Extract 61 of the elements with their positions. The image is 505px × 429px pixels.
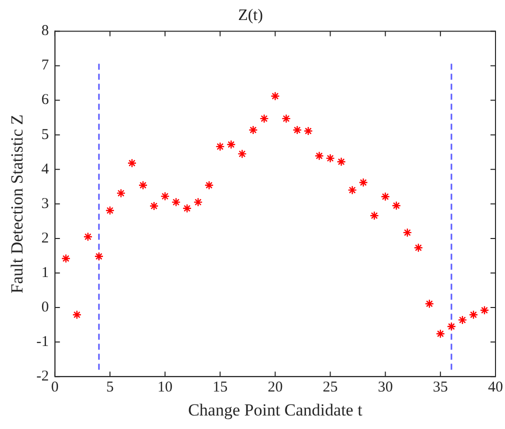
y-tick-label: 8 <box>41 23 49 40</box>
point <box>336 157 346 166</box>
point <box>248 125 258 135</box>
y-tick-label: 4 <box>41 161 50 178</box>
y-tick-label: 5 <box>41 126 49 143</box>
y-tick-label: 0 <box>41 299 49 316</box>
point <box>149 201 159 211</box>
point <box>138 180 148 190</box>
point <box>348 185 357 195</box>
point <box>326 154 335 163</box>
y-tick-label: -1 <box>36 334 49 350</box>
point <box>116 188 126 198</box>
point <box>127 158 137 168</box>
point <box>392 201 401 210</box>
point <box>94 252 104 261</box>
point <box>238 149 247 158</box>
point <box>414 243 423 252</box>
point <box>446 322 456 332</box>
point <box>292 125 302 135</box>
point <box>260 114 269 124</box>
x-tick-label: 35 <box>432 380 448 396</box>
point <box>171 198 181 207</box>
point <box>370 211 379 220</box>
x-tick-label: 10 <box>158 380 173 396</box>
point <box>314 151 324 160</box>
point <box>270 92 280 101</box>
y-tick-label: 3 <box>41 196 49 212</box>
point <box>226 140 236 150</box>
point <box>304 126 313 136</box>
y-tick-label: 1 <box>41 264 49 281</box>
y-tick-label: 6 <box>41 92 50 108</box>
x-tick-label: 5 <box>106 380 114 396</box>
point <box>436 329 446 338</box>
point <box>105 206 115 216</box>
point <box>358 178 368 188</box>
x-tick-label: 25 <box>322 380 338 396</box>
point <box>160 192 170 201</box>
y-tick-label: 2 <box>41 230 49 246</box>
point <box>468 310 478 320</box>
point <box>216 142 225 152</box>
x-axis-title: Change Point Candidate t <box>188 400 363 420</box>
x-tick-label: 30 <box>378 380 393 396</box>
y-axis-title: Fault Detection Statistic Z <box>8 114 27 294</box>
point <box>380 192 390 202</box>
point <box>282 114 291 124</box>
chart-title: Z(t) <box>238 6 263 24</box>
point <box>204 180 214 190</box>
point <box>480 306 490 315</box>
point <box>72 310 82 320</box>
x-tick-label: 15 <box>212 380 228 396</box>
point <box>61 254 71 264</box>
point <box>458 315 468 325</box>
point <box>193 198 203 207</box>
point <box>182 204 192 213</box>
x-tick-label: 40 <box>488 380 503 396</box>
x-tick-label: 20 <box>268 380 283 396</box>
point <box>402 228 412 238</box>
y-tick-label: 7 <box>41 58 50 74</box>
y-tick-label: -2 <box>36 368 49 385</box>
point <box>83 232 93 242</box>
point <box>424 299 434 308</box>
